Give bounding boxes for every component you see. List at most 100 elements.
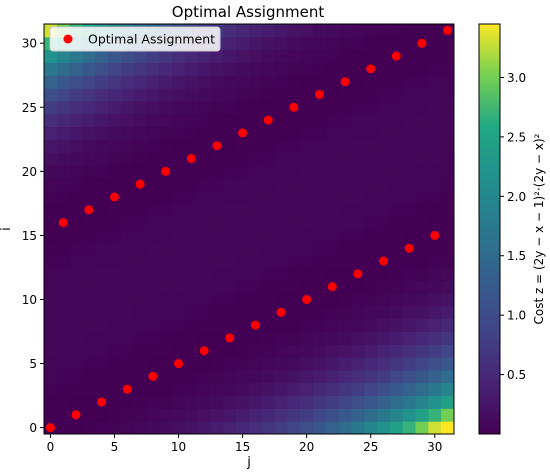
heatmap-cell — [120, 113, 135, 127]
heatmap-cell — [325, 62, 340, 76]
heatmap-cell — [261, 88, 276, 102]
heatmap-cell — [274, 62, 288, 76]
heatmap-cell — [377, 49, 391, 63]
heatmap-cell — [133, 164, 147, 179]
heatmap-cell — [82, 139, 96, 153]
assignment-point — [353, 269, 363, 279]
heatmap-cell — [184, 331, 199, 345]
heatmap-cell — [197, 88, 212, 102]
heatmap-cell — [428, 24, 442, 38]
heatmap-cell — [146, 75, 160, 89]
heatmap-cell — [287, 177, 301, 192]
heatmap-cell — [287, 280, 301, 294]
heatmap-cell — [249, 241, 263, 256]
heatmap-cell — [415, 305, 429, 320]
heatmap-cell — [274, 36, 288, 51]
heatmap-cell — [172, 75, 186, 89]
heatmap-cell — [210, 164, 224, 179]
heatmap-cell — [133, 408, 147, 422]
heatmap-cell — [82, 229, 96, 243]
heatmap-cell — [44, 331, 58, 345]
heatmap-cell — [389, 152, 404, 166]
heatmap-cell — [389, 177, 404, 192]
heatmap-cell — [261, 305, 276, 320]
heatmap-cell — [364, 305, 378, 320]
heatmap-cell — [82, 100, 96, 115]
heatmap-cell — [95, 280, 109, 294]
heatmap-cell — [389, 318, 404, 332]
heatmap-cell — [364, 293, 378, 307]
heatmap-cell — [210, 395, 224, 409]
heatmap-cell — [325, 24, 340, 38]
heatmap-cell — [44, 395, 58, 409]
heatmap-cell — [415, 139, 429, 153]
heatmap-cell — [364, 164, 378, 179]
heatmap-cell — [325, 88, 340, 102]
heatmap-cell — [364, 229, 378, 243]
heatmap-cell — [120, 229, 135, 243]
heatmap-cell — [377, 62, 391, 76]
heatmap-cell — [402, 62, 417, 76]
heatmap-cell — [274, 177, 288, 192]
heatmap-cell — [210, 88, 224, 102]
heatmap-cell — [338, 305, 352, 320]
heatmap-cell — [313, 408, 327, 422]
heatmap-cell — [428, 113, 442, 127]
heatmap-cell — [146, 331, 160, 345]
heatmap-cell — [56, 293, 71, 307]
heatmap-cell — [415, 331, 429, 345]
assignment-point — [391, 51, 401, 61]
heatmap-cell — [159, 62, 173, 76]
heatmap-cell — [338, 357, 352, 371]
heatmap-cell — [402, 357, 417, 371]
colorbar-tick-label: 1.0 — [507, 309, 526, 323]
heatmap-cell — [223, 229, 237, 243]
heatmap-cell — [402, 344, 417, 358]
heatmap-cell — [56, 357, 71, 371]
heatmap-cell — [95, 254, 109, 268]
heatmap-cell — [338, 152, 352, 166]
heatmap-cell — [172, 369, 186, 384]
heatmap-cell — [108, 357, 122, 371]
heatmap-cell — [351, 241, 365, 256]
heatmap-cell — [441, 408, 455, 422]
assignment-point — [289, 102, 299, 112]
heatmap-cell — [428, 331, 442, 345]
heatmap-cell — [133, 421, 147, 435]
heatmap-cell — [441, 126, 455, 140]
heatmap-cell — [364, 382, 378, 397]
heatmap-cell — [159, 369, 173, 384]
heatmap-cell — [287, 318, 301, 332]
heatmap-cell — [133, 190, 147, 204]
heatmap-cell — [108, 49, 122, 63]
heatmap-cell — [261, 382, 276, 397]
heatmap-cell — [56, 126, 71, 140]
heatmap-cell — [364, 36, 378, 51]
heatmap-cell — [441, 190, 455, 204]
heatmap-cell — [274, 126, 288, 140]
heatmap-cell — [120, 254, 135, 268]
heatmap-cell — [82, 408, 96, 422]
heatmap-cell — [172, 100, 186, 115]
heatmap-cell — [210, 152, 224, 166]
heatmap-cell — [274, 152, 288, 166]
heatmap-cell — [82, 267, 96, 281]
chart-title: Optimal Assignment — [172, 3, 325, 21]
heatmap-cell — [351, 139, 365, 153]
heatmap-cell — [133, 267, 147, 281]
heatmap-cell — [159, 305, 173, 320]
heatmap-cell — [172, 305, 186, 320]
heatmap-cell — [197, 254, 212, 268]
heatmap-cell — [44, 241, 58, 256]
heatmap-cell — [159, 126, 173, 140]
heatmap-cell — [389, 331, 404, 345]
heatmap-cell — [210, 254, 224, 268]
heatmap-cell — [95, 229, 109, 243]
heatmap-cell — [428, 382, 442, 397]
heatmap-cell — [236, 164, 250, 179]
heatmap-cell — [108, 395, 122, 409]
x-tick-label: 0 — [47, 440, 55, 454]
heatmap-cell — [82, 421, 96, 435]
heatmap-cell — [56, 62, 71, 76]
heatmap-cell — [95, 88, 109, 102]
